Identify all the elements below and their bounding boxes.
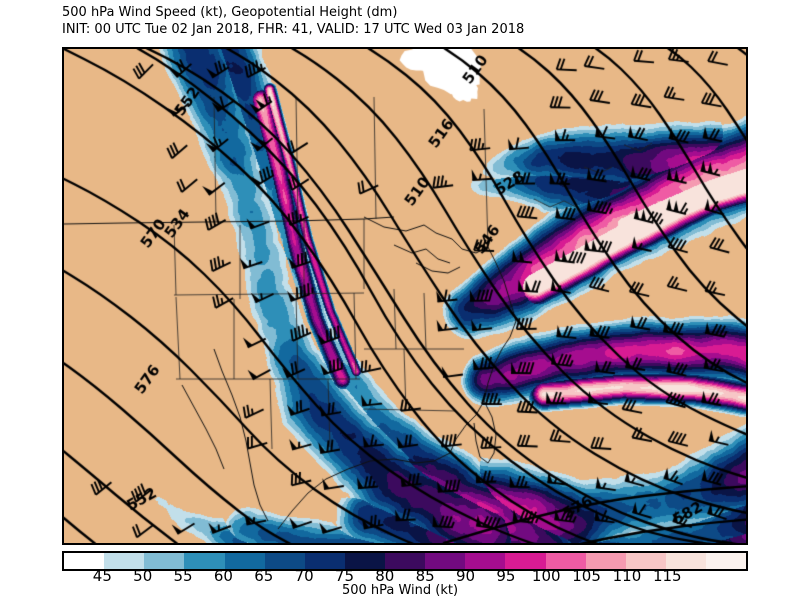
wind-speed-colorbar xyxy=(62,551,748,571)
colorbar-tick-110: 110 xyxy=(612,567,642,585)
colorbar-swatch-12 xyxy=(545,553,586,569)
colorbar-tick-85: 85 xyxy=(415,567,435,585)
colorbar-swatch-14 xyxy=(625,553,666,569)
colorbar-swatch-5 xyxy=(264,553,305,569)
colorbar-swatch-4 xyxy=(224,553,265,569)
chart-title-line-2: INIT: 00 UTC Tue 02 Jan 2018, FHR: 41, V… xyxy=(62,22,525,37)
colorbar-tick-100: 100 xyxy=(531,567,561,585)
colorbar-swatch-10 xyxy=(465,553,506,569)
colorbar-swatch-13 xyxy=(585,553,626,569)
colorbar-tick-45: 45 xyxy=(92,567,112,585)
colorbar-wrapper xyxy=(62,551,748,571)
colorbar-tick-70: 70 xyxy=(294,567,314,585)
colorbar-swatch-6 xyxy=(304,553,345,569)
map-plot-canvas xyxy=(64,49,746,543)
map-panel[interactable] xyxy=(62,47,748,545)
colorbar-swatch-9 xyxy=(425,553,466,569)
chart-title-line-1: 500 hPa Wind Speed (kt), Geopotential He… xyxy=(62,5,398,20)
colorbar-tick-90: 90 xyxy=(455,567,476,585)
colorbar-tick-105: 105 xyxy=(572,567,601,585)
colorbar-tick-115: 115 xyxy=(652,567,682,585)
colorbar-swatch-8 xyxy=(385,553,426,569)
colorbar-swatch-7 xyxy=(344,553,385,569)
colorbar-tick-75: 75 xyxy=(334,567,355,585)
colorbar-swatch-1 xyxy=(104,553,145,569)
colorbar-tick-50: 50 xyxy=(133,567,153,585)
colorbar-swatch-11 xyxy=(505,553,546,569)
colorbar-tick-55: 55 xyxy=(173,567,193,585)
colorbar-swatch-15 xyxy=(665,553,706,569)
colorbar-swatch-16 xyxy=(706,553,747,569)
colorbar-tick-labels: 45 50 55 60 65 70 75 80 85 90 95 100 105 110 115 xyxy=(62,567,748,585)
colorbar-swatch-0 xyxy=(64,553,105,569)
colorbar-swatch-3 xyxy=(184,553,225,569)
colorbar-axis-label: 500 hPa Wind (kt) xyxy=(341,583,459,598)
colorbar-tick-95: 95 xyxy=(496,567,516,585)
colorbar-swatch-2 xyxy=(144,553,185,569)
colorbar-tick-60: 60 xyxy=(213,567,233,585)
chart-title-block: 500 hPa Wind Speed (kt), Geopotential He… xyxy=(62,4,762,38)
colorbar-tick-65: 65 xyxy=(254,567,274,585)
colorbar-tick-80: 80 xyxy=(375,567,395,585)
